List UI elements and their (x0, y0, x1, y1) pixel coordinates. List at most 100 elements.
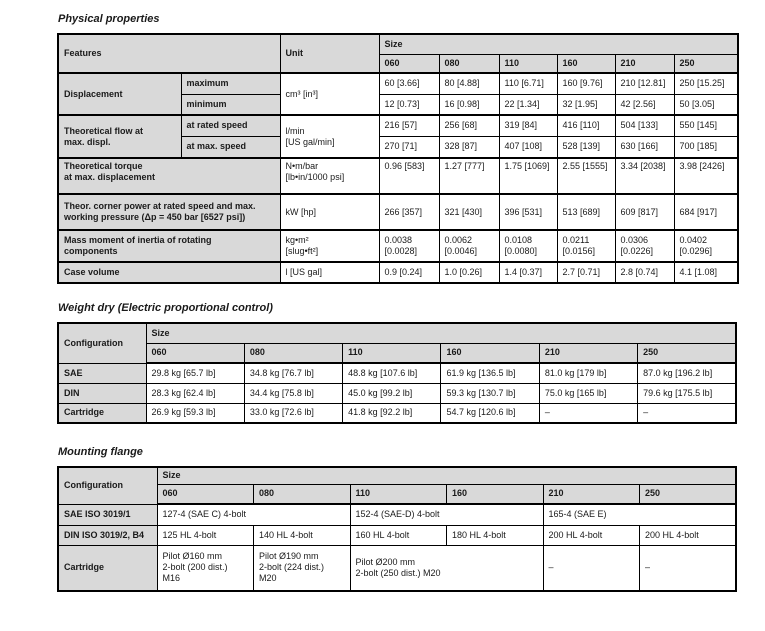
physical-properties-section: Physical properties Features Unit Size 0… (57, 13, 740, 284)
value-cell: 0.0402 [0.0296] (673, 229, 739, 263)
value-cell: 87.0 kg [196.2 lb] (637, 362, 737, 384)
size-col-header: 080 (253, 483, 351, 505)
value-cell: 32 [1.95] (556, 93, 616, 116)
size-col-header: 080 (243, 342, 344, 364)
value-cell: 12 [0.73] (378, 93, 440, 116)
config-label-din-iso: DIN ISO 3019/2, B4 (57, 524, 158, 546)
physical-properties-table: Features Unit Size 060 080 110 160 210 2… (57, 33, 740, 284)
flange-span-cell: 127-4 (SAE C) 4-bolt (156, 503, 351, 526)
value-cell: 45.0 kg [99.2 lb] (342, 382, 442, 404)
weight-dry-section: Weight dry (Electric proportional contro… (57, 302, 737, 424)
value-cell: 29.8 kg [65.7 lb] (145, 362, 245, 384)
subfeature-label-max-speed: at max. speed (180, 135, 281, 159)
unit-cell: kW [hp] (279, 193, 380, 231)
physical-properties-title: Physical properties (58, 13, 160, 25)
size-col-header: 060 (156, 483, 254, 505)
feature-label-displacement: Displacement (57, 72, 182, 116)
size-col-header: 210 (614, 53, 675, 74)
size-col-header: 110 (498, 53, 558, 74)
size-col-header: 060 (145, 342, 245, 364)
value-cell: 1.75 [1069] (498, 157, 558, 195)
unit-cell: l/min [US gal/min] (279, 114, 380, 159)
size-col-header: 250 (673, 53, 739, 74)
size-header: Size (378, 33, 739, 55)
value-cell: 1.0 [0.26] (438, 261, 500, 284)
size-col-header: 060 (378, 53, 440, 74)
subfeature-label-rated-speed: at rated speed (180, 114, 281, 137)
size-col-header: 110 (342, 342, 442, 364)
value-cell: 61.9 kg [136.5 lb] (440, 362, 540, 384)
subfeature-label-maximum: maximum (180, 72, 281, 95)
value-cell: 34.8 kg [76.7 lb] (243, 362, 344, 384)
flange-cell: Pilot Ø160 mm 2-bolt (200 dist.) M16 (156, 544, 254, 592)
value-cell: 504 [133] (614, 114, 675, 137)
value-cell: 16 [0.98] (438, 93, 500, 116)
value-cell: 319 [84] (498, 114, 558, 137)
size-header: Size (145, 322, 737, 344)
value-cell: 700 [185] (673, 135, 739, 159)
value-cell: 0.0211 [0.0156] (556, 229, 616, 263)
value-cell: 75.0 kg [165 lb] (538, 382, 639, 404)
value-cell: 513 [689] (556, 193, 616, 231)
value-cell: 0.0038 [0.0028] (378, 229, 440, 263)
value-cell: 54.7 kg [120.6 lb] (440, 402, 540, 424)
size-col-header: 210 (542, 483, 640, 505)
value-cell: 2.7 [0.71] (556, 261, 616, 284)
features-header: Features (57, 33, 281, 74)
value-cell: 50 [3.05] (673, 93, 739, 116)
value-cell: 550 [145] (673, 114, 739, 137)
configuration-header: Configuration (57, 466, 158, 505)
flange-cell: 180 HL 4-bolt (446, 524, 544, 546)
size-col-header: 160 (440, 342, 540, 364)
size-col-header: 160 (446, 483, 544, 505)
flange-cell: Pilot Ø190 mm 2-bolt (224 dist.) M20 (253, 544, 351, 592)
value-cell: 328 [87] (438, 135, 500, 159)
size-col-header: 160 (556, 53, 616, 74)
flange-cell: 125 HL 4-bolt (156, 524, 254, 546)
value-cell: 60 [3.66] (378, 72, 440, 95)
unit-cell: l [US gal] (279, 261, 380, 284)
config-label-cartridge: Cartridge (57, 544, 158, 592)
value-cell: 79.6 kg [175.5 lb] (637, 382, 737, 404)
value-cell: 3.98 [2426] (673, 157, 739, 195)
feature-label-inertia: Mass moment of inertia of rotating compo… (57, 229, 281, 263)
value-cell: 630 [166] (614, 135, 675, 159)
value-cell: 0.9 [0.24] (378, 261, 440, 284)
feature-label-torque: Theoretical torque at max. displacement (57, 157, 281, 195)
value-cell: 3.34 [2038] (614, 157, 675, 195)
value-cell: 0.0062 [0.0046] (438, 229, 500, 263)
config-label-sae: SAE (57, 362, 147, 384)
value-cell: 26.9 kg [59.3 lb] (145, 402, 245, 424)
feature-label-corner-power: Theor. corner power at rated speed and m… (57, 193, 281, 231)
value-cell: 256 [68] (438, 114, 500, 137)
value-cell: 59.3 kg [130.7 lb] (440, 382, 540, 404)
flange-span-cell: 152-4 (SAE-D) 4-bolt (349, 503, 544, 526)
value-cell: 34.4 kg [75.8 lb] (243, 382, 344, 404)
value-cell: 80 [4.88] (438, 72, 500, 95)
value-cell: 321 [430] (438, 193, 500, 231)
size-col-header: 250 (637, 342, 737, 364)
value-cell: 0.96 [583] (378, 157, 440, 195)
value-cell: 1.4 [0.37] (498, 261, 558, 284)
value-cell: 1.27 [777] (438, 157, 500, 195)
subfeature-label-minimum: minimum (180, 93, 281, 116)
value-cell: 2.8 [0.74] (614, 261, 675, 284)
feature-label-flow: Theoretical flow at max. displ. (57, 114, 182, 159)
value-cell: 33.0 kg [72.6 lb] (243, 402, 344, 424)
flange-cell: – (542, 544, 640, 592)
flange-span-cell: 165-4 (SAE E) (542, 503, 737, 526)
value-cell: – (538, 402, 639, 424)
value-cell: 270 [71] (378, 135, 440, 159)
datasheet-page: Physical properties Features Unit Size 0… (57, 13, 740, 592)
value-cell: 528 [139] (556, 135, 616, 159)
config-label-cartridge: Cartridge (57, 402, 147, 424)
value-cell: 28.3 kg [62.4 lb] (145, 382, 245, 404)
unit-cell: N•m/bar [lb•in/1000 psi] (279, 157, 380, 195)
mounting-flange-table: Configuration Size 060 080 110 160 210 2… (57, 466, 737, 592)
unit-header: Unit (279, 33, 380, 74)
value-cell: – (637, 402, 737, 424)
configuration-header: Configuration (57, 322, 147, 364)
size-col-header: 110 (349, 483, 447, 505)
value-cell: 266 [357] (378, 193, 440, 231)
value-cell: 407 [108] (498, 135, 558, 159)
